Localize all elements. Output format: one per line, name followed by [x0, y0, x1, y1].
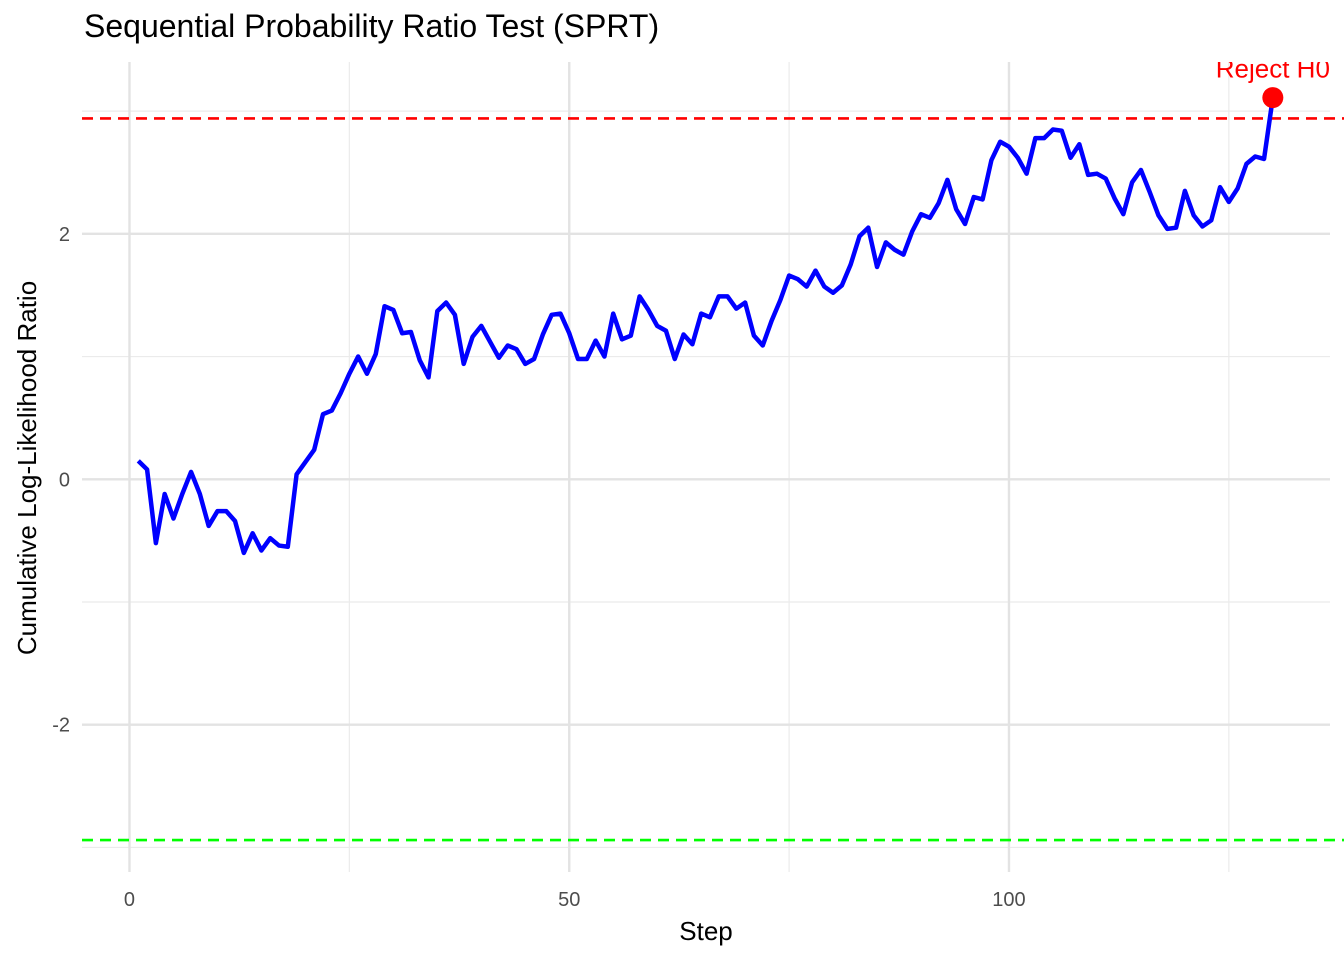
- x-tick-label: 0: [124, 889, 135, 911]
- x-tick-label: 50: [558, 889, 580, 911]
- reject-h0-point: [1262, 87, 1284, 109]
- y-axis-title: Cumulative Log-Likelihood Ratio: [12, 281, 42, 655]
- reject-h0-annotation: Reject H0: [1216, 54, 1330, 84]
- y-tick-label: 2: [59, 224, 70, 246]
- llr-series-line: [136, 97, 1276, 556]
- x-axis-ticks: 0 50 100: [124, 889, 1026, 911]
- chart-title: Sequential Probability Ratio Test (SPRT): [84, 8, 660, 44]
- x-tick-label: 100: [992, 889, 1025, 911]
- threshold-lines: [82, 117, 1344, 842]
- y-axis-ticks: -2 0 2: [52, 224, 70, 737]
- y-tick-label: -2: [52, 715, 70, 737]
- annotation-layer: Reject H0: [1216, 54, 1330, 109]
- series-layer: [136, 97, 1276, 556]
- grid-lines: [82, 62, 1330, 872]
- y-tick-label: 0: [59, 469, 70, 491]
- x-axis-title: Step: [679, 916, 733, 946]
